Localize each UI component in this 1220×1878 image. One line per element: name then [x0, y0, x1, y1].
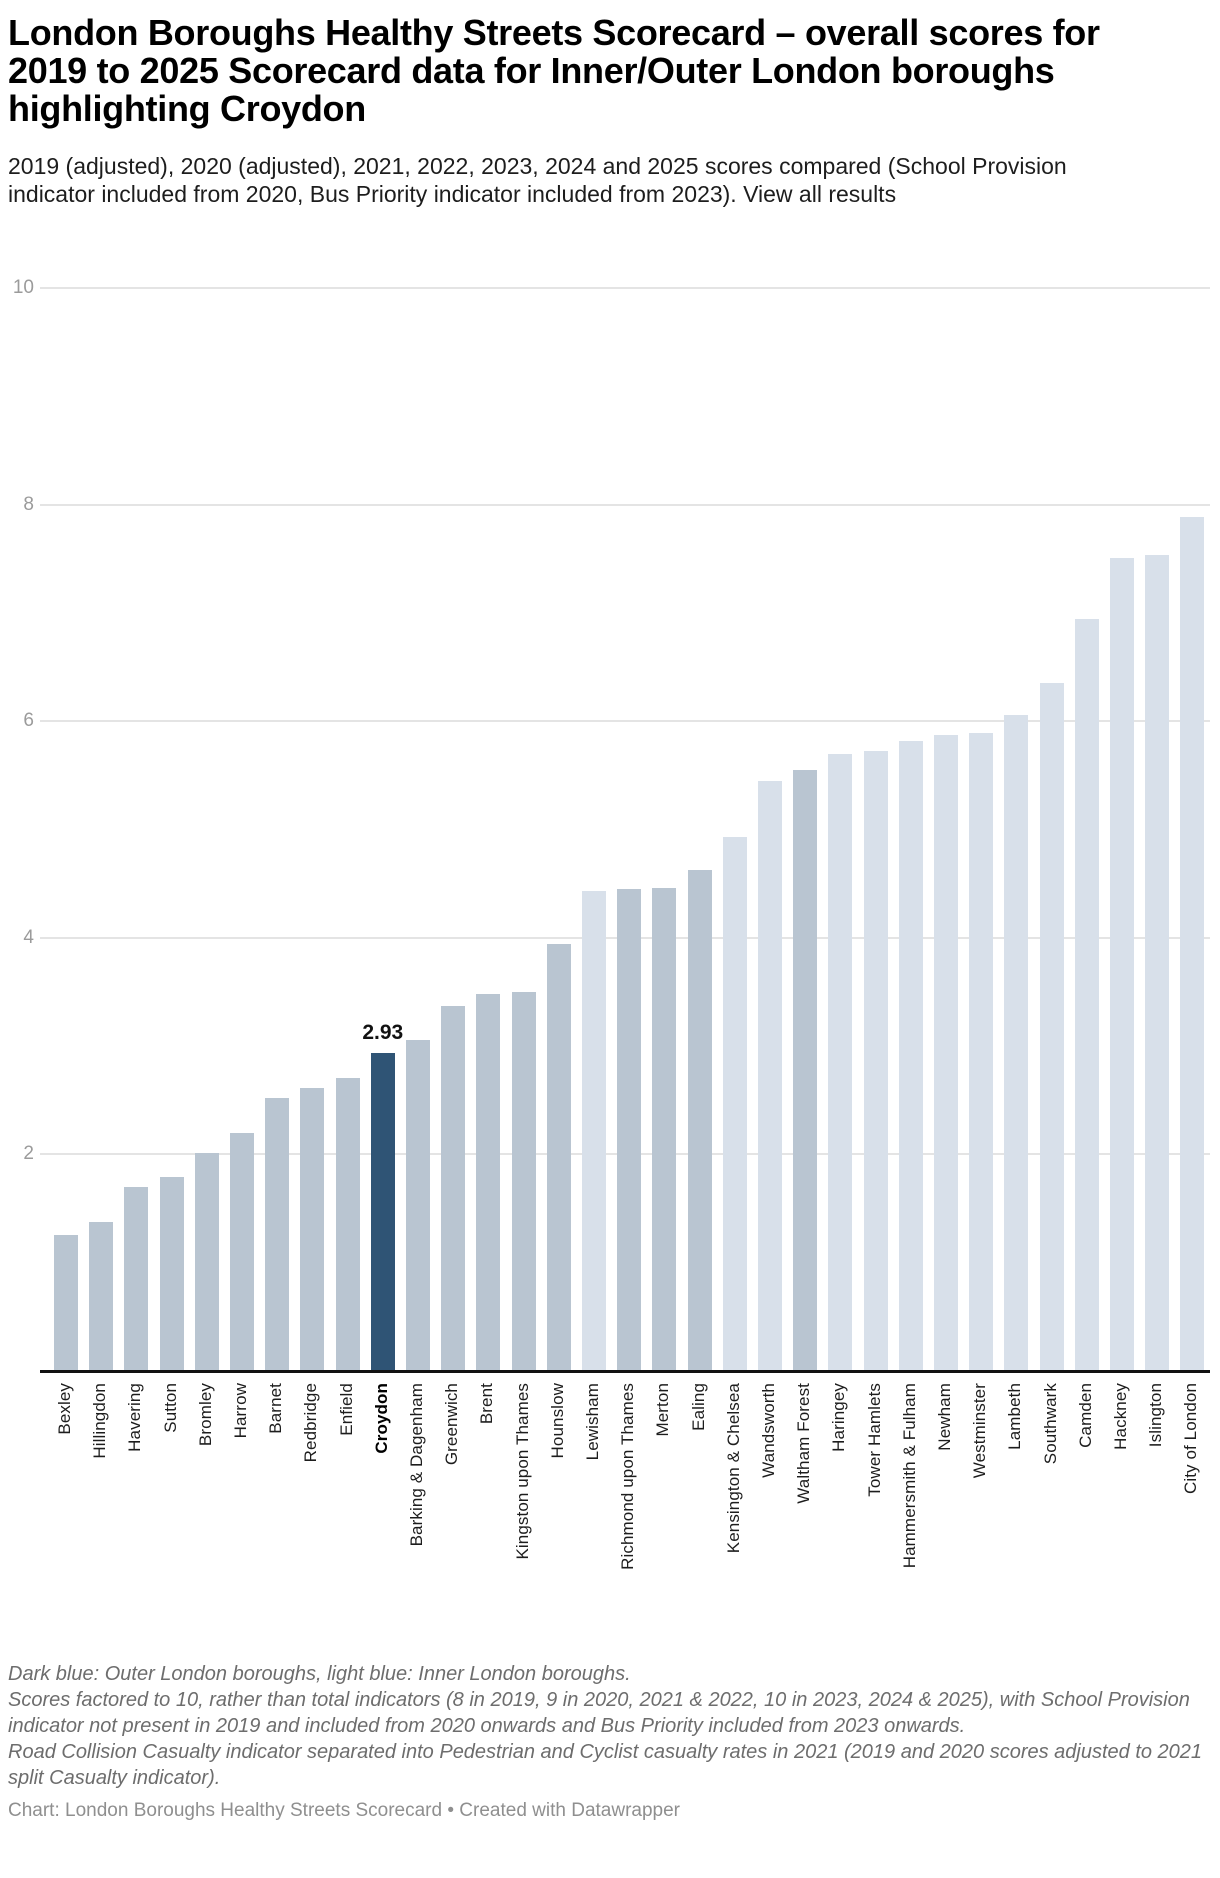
- y-axis-tick-label: 2: [23, 1143, 34, 1165]
- bar-ealing[interactable]: [687, 870, 712, 1370]
- bar-hillingdon[interactable]: [89, 1222, 114, 1370]
- x-axis-label-ealing: Ealing: [688, 1383, 708, 1431]
- bar-city-of-london[interactable]: [1180, 517, 1205, 1370]
- bar-croydon[interactable]: [370, 1053, 395, 1370]
- bar-newham[interactable]: [934, 735, 958, 1370]
- x-axis-label-kingston-upon-thames: Kingston upon Thames: [512, 1383, 532, 1560]
- bar-brent[interactable]: [476, 994, 501, 1370]
- bar-lambeth[interactable]: [1004, 715, 1029, 1370]
- footnotes: Dark blue: Outer London boroughs, light …: [8, 1661, 1212, 1791]
- x-axis-label-camden: Camden: [1075, 1383, 1095, 1448]
- bar-enfield[interactable]: [335, 1078, 360, 1370]
- bar-chart: 2.93 2 4 6 8 10: [8, 277, 1212, 1373]
- bar-bexley[interactable]: [54, 1235, 78, 1370]
- x-axis-label-enfield: Enfield: [336, 1383, 356, 1436]
- bar-haringey[interactable]: [828, 754, 853, 1370]
- bar-southwark[interactable]: [1039, 683, 1064, 1370]
- x-axis-label-sutton: Sutton: [160, 1383, 180, 1433]
- x-axis-label-lambeth: Lambeth: [1005, 1383, 1025, 1450]
- bar-hackney[interactable]: [1110, 558, 1134, 1370]
- x-axis-label-city-of-london: City of London: [1181, 1383, 1201, 1495]
- x-axis-label-southwark: Southwark: [1040, 1383, 1060, 1465]
- x-axis-label-croydon: Croydon: [371, 1383, 391, 1454]
- x-axis-label-tower-hamlets: Tower Hamlets: [864, 1383, 884, 1497]
- x-axis-label-richmond-upon-thames: Richmond upon Thames: [618, 1383, 638, 1570]
- subtitle-text: 2019 (adjusted), 2020 (adjusted), 2021, …: [8, 153, 1067, 207]
- x-axis-label-hounslow: Hounslow: [547, 1383, 567, 1459]
- gridline-6: [40, 720, 1210, 723]
- bar-barnet[interactable]: [265, 1098, 290, 1370]
- x-axis-label-bexley: Bexley: [55, 1383, 74, 1435]
- bar-islington[interactable]: [1145, 555, 1170, 1370]
- x-axis-label-islington: Islington: [1146, 1383, 1166, 1448]
- x-axis-label-redbridge: Redbridge: [301, 1383, 321, 1463]
- bar-westminster[interactable]: [969, 733, 994, 1370]
- bar-barking-dagenham[interactable]: [406, 1040, 430, 1370]
- chart-title: London Boroughs Healthy Streets Scorecar…: [8, 12, 1100, 129]
- chart-subtitle: 2019 (adjusted), 2020 (adjusted), 2021, …: [8, 152, 1158, 208]
- x-axis-label-brent: Brent: [477, 1383, 497, 1425]
- x-axis-label-havering: Havering: [125, 1383, 145, 1452]
- bar-hammersmith-fulham[interactable]: [898, 741, 923, 1370]
- x-axis-label-wandsworth: Wandsworth: [759, 1383, 778, 1478]
- footnote-scoring: Scores factored to 10, rather than total…: [8, 1689, 1190, 1737]
- bar-tower-hamlets[interactable]: [863, 751, 888, 1370]
- y-axis-tick-label: 6: [23, 710, 34, 732]
- x-axis-label-hackney: Hackney: [1111, 1383, 1130, 1450]
- x-axis-label-barnet: Barnet: [266, 1383, 286, 1434]
- bar-merton[interactable]: [652, 888, 677, 1370]
- bar-bromley[interactable]: [194, 1153, 219, 1370]
- x-axis-label-kensington-chelsea: Kensington & Chelsea: [723, 1383, 743, 1554]
- y-axis-tick-label: 10: [12, 277, 34, 298]
- bar-wandsworth[interactable]: [758, 781, 782, 1370]
- gridline-8: [40, 503, 1210, 506]
- view-all-results-link[interactable]: View all results: [743, 181, 897, 207]
- bar-havering[interactable]: [124, 1187, 149, 1370]
- x-axis-label-westminster: Westminster: [970, 1383, 990, 1479]
- bar-waltham-forest[interactable]: [793, 770, 818, 1370]
- x-axis-label-barking-dagenham: Barking & Dagenham: [407, 1383, 426, 1547]
- footnote-casualty: Road Collision Casualty indicator separa…: [8, 1741, 1203, 1789]
- bar-richmond-upon-thames[interactable]: [617, 889, 642, 1370]
- x-axis-label-greenwich: Greenwich: [442, 1383, 462, 1466]
- x-axis-label-merton: Merton: [653, 1383, 673, 1437]
- bar-greenwich[interactable]: [441, 1006, 466, 1370]
- bar-camden[interactable]: [1074, 619, 1099, 1370]
- x-axis-label-lewisham: Lewisham: [583, 1383, 602, 1461]
- x-axis-label-waltham-forest: Waltham Forest: [794, 1383, 814, 1504]
- bar-redbridge[interactable]: [300, 1088, 325, 1370]
- x-axis-label-newham: Newham: [935, 1383, 954, 1451]
- x-axis-labels: Bexley Hillingdon Havering Sutton Bromley Har…: [8, 1373, 1212, 1655]
- y-axis-tick-label: 4: [23, 926, 34, 948]
- x-axis-label-harrow: Harrow: [231, 1383, 250, 1439]
- datawrapper-chart-page: London Boroughs Healthy Streets Scorecar…: [8, 12, 1212, 1821]
- bar-kingston-upon-thames[interactable]: [511, 992, 536, 1370]
- x-axis-label-haringey: Haringey: [829, 1383, 849, 1452]
- x-axis-label-bromley: Bromley: [195, 1383, 215, 1447]
- bar-kensington-chelsea[interactable]: [722, 837, 747, 1370]
- y-axis-tick-label: 8: [23, 493, 34, 515]
- gridline-10: [40, 287, 1210, 289]
- x-axis-line: [40, 1370, 1210, 1373]
- bar-harrow[interactable]: [230, 1133, 254, 1370]
- chart-credit: Chart: London Boroughs Healthy Streets S…: [8, 1800, 681, 1821]
- highlight-value-label: 2.93: [362, 1021, 404, 1044]
- x-axis-label-hammersmith-fulham: Hammersmith & Fulham: [899, 1383, 919, 1569]
- footnote-legend: Dark blue: Outer London boroughs, light …: [8, 1663, 631, 1685]
- bar-hounslow[interactable]: [546, 944, 571, 1370]
- bar-lewisham[interactable]: [582, 891, 606, 1370]
- x-axis-label-hillingdon: Hillingdon: [90, 1383, 110, 1459]
- plot-area: 2.93: [40, 287, 1210, 1373]
- bar-sutton[interactable]: [159, 1177, 184, 1370]
